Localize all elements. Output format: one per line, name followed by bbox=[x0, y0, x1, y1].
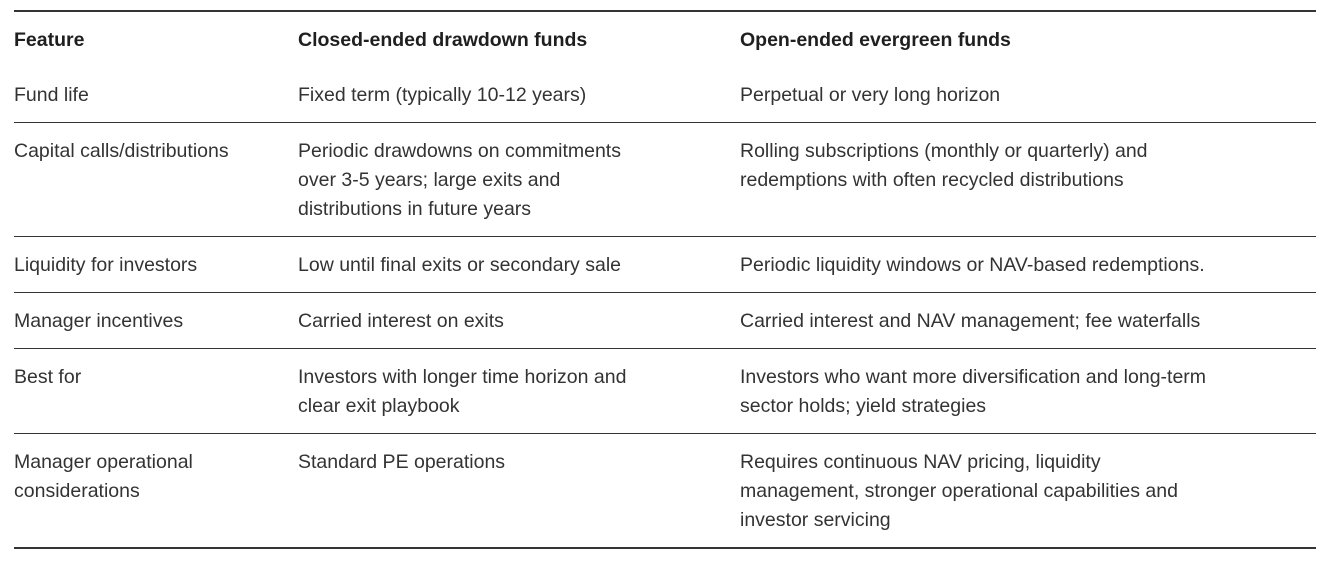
closed-ended-cell: Standard PE operations bbox=[298, 451, 506, 473]
open-ended-cell: Carried interest and NAV management; fee… bbox=[740, 310, 1201, 332]
table-row: Best for Investors with longer time hori… bbox=[14, 349, 1316, 434]
feature-cell: Liquidity for investors bbox=[14, 254, 198, 276]
feature-cell: Manager incentives bbox=[14, 310, 184, 332]
column-header-closed-ended: Closed-ended drawdown funds bbox=[298, 29, 588, 51]
table-row: Liquidity for investors Low until final … bbox=[14, 237, 1316, 293]
closed-ended-cell: Low until final exits or secondary sale bbox=[298, 254, 621, 276]
table-row: Capital calls/distributions Periodic dra… bbox=[14, 123, 1316, 237]
column-header-open-ended: Open-ended evergreen funds bbox=[740, 29, 1011, 51]
feature-cell: Manager operational considerations bbox=[14, 451, 193, 502]
open-ended-cell: Requires continuous NAV pricing, liquidi… bbox=[740, 451, 1178, 531]
feature-cell: Best for bbox=[14, 366, 82, 388]
open-ended-cell: Investors who want more diversification … bbox=[740, 366, 1207, 417]
closed-ended-cell: Fixed term (typically 10-12 years) bbox=[298, 84, 587, 106]
closed-ended-cell: Investors with longer time horizon and c… bbox=[298, 366, 627, 417]
closed-ended-cell: Periodic drawdowns on commitments over 3… bbox=[298, 140, 621, 220]
closed-ended-cell: Carried interest on exits bbox=[298, 310, 504, 332]
feature-cell: Fund life bbox=[14, 84, 89, 106]
open-ended-cell: Perpetual or very long horizon bbox=[740, 84, 1001, 106]
open-ended-cell: Rolling subscriptions (monthly or quarte… bbox=[740, 140, 1148, 191]
header-row: Feature Closed-ended drawdown funds Open… bbox=[14, 11, 1316, 67]
fund-comparison-table: Feature Closed-ended drawdown funds Open… bbox=[14, 10, 1316, 549]
table-row: Manager incentives Carried interest on e… bbox=[14, 293, 1316, 349]
feature-cell: Capital calls/distributions bbox=[14, 140, 229, 162]
table-row: Manager operational considerations Stand… bbox=[14, 434, 1316, 549]
column-header-feature: Feature bbox=[14, 29, 85, 51]
open-ended-cell: Periodic liquidity windows or NAV-based … bbox=[740, 254, 1205, 276]
table-row: Fund life Fixed term (typically 10-12 ye… bbox=[14, 67, 1316, 123]
